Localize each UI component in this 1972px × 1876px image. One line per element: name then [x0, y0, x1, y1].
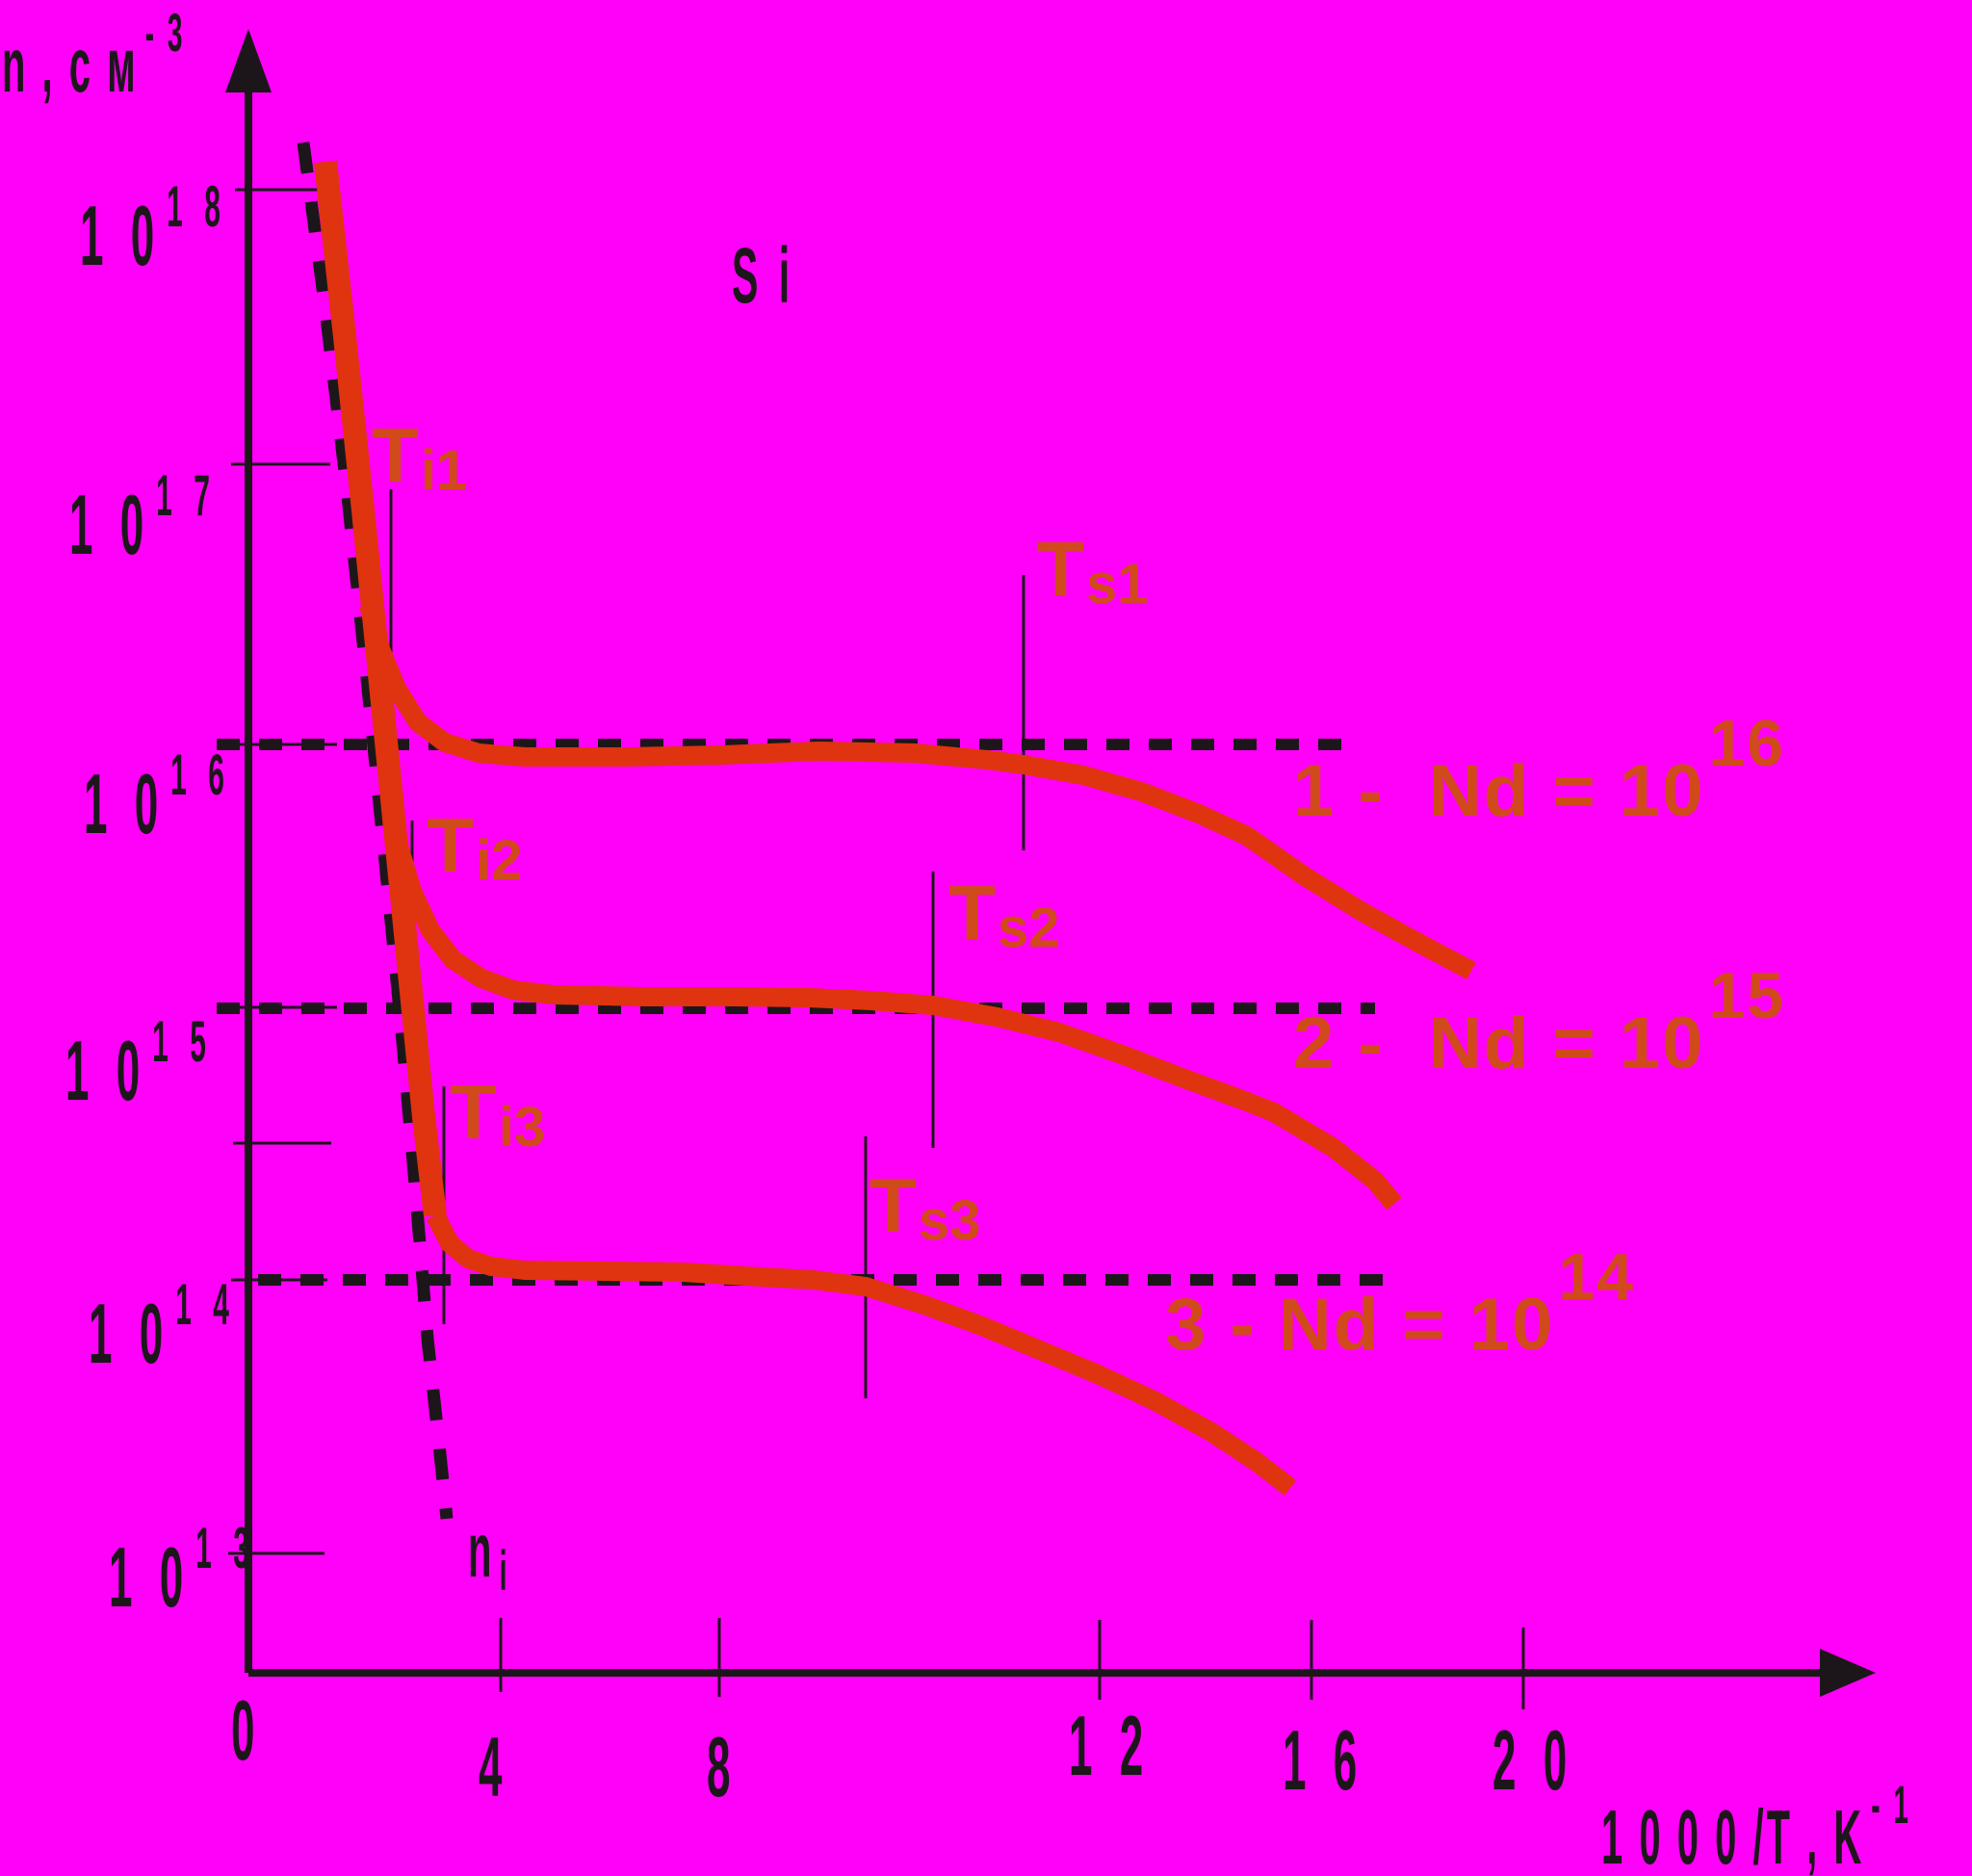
series-curve-2	[387, 837, 1402, 1211]
y-tick-exponent: 1 4	[175, 1272, 236, 1337]
x-tick-text: 2 0	[1492, 1712, 1575, 1808]
t-label-subscript: s2	[997, 897, 1060, 959]
t-label-subscript: i3	[498, 1096, 546, 1159]
t-label-main: T	[372, 412, 419, 498]
legend-text: 2 - Nd = 10	[1293, 1003, 1705, 1084]
x-axis-arrow	[1820, 1649, 1876, 1697]
x-axis-title-exponent: - 1	[1871, 1774, 1911, 1835]
x-tick-text: 8	[707, 1719, 739, 1814]
x-tick-text: 4	[479, 1719, 510, 1814]
y-tick-label-10-15: 1 01 5	[65, 1013, 213, 1113]
t-label-Ti3: Ti3	[450, 1074, 545, 1156]
y-tick-label-10-16: 1 01 6	[84, 746, 231, 847]
series-intrinsic-branch	[314, 160, 447, 1217]
ni-curve-label-main: n	[468, 1507, 492, 1593]
t-label-Ts2: Ts2	[948, 874, 1059, 956]
y-tick-mantissa: 1 0	[84, 756, 167, 851]
y-tick-label-10-17: 1 01 7	[69, 467, 217, 567]
x-tick-text: 0	[231, 1682, 263, 1778]
y-tick-exponent: 1 5	[152, 1009, 213, 1074]
y-tick-label-10-14: 1 01 4	[89, 1276, 236, 1376]
legend-exponent: 15	[1708, 959, 1786, 1032]
x-tick-label-16: 1 6	[1283, 1718, 1364, 1803]
t-label-subscript: i2	[475, 829, 523, 892]
y-tick-exponent: 1 8	[167, 174, 227, 239]
x-axis-title: 1 0 0 0 /T , K- 1	[1601, 1778, 1911, 1876]
t-label-subscript: s3	[918, 1189, 981, 1252]
y-tick-label-10-13: 1 01 3	[109, 1520, 256, 1620]
series-ni	[297, 142, 454, 1520]
x-tick-label-12: 1 2	[1069, 1704, 1151, 1788]
y-tick-label-10-18: 1 01 8	[80, 178, 227, 278]
t-label-main: T	[450, 1069, 497, 1155]
legend-label-curve-3: 3 - Nd = 1014	[1165, 1244, 1635, 1362]
x-tick-text: 1 6	[1283, 1712, 1365, 1808]
y-tick-mantissa: 1 0	[69, 477, 152, 572]
chart-title: S i	[732, 232, 795, 320]
t-label-main: T	[948, 870, 996, 955]
series-curve-3	[427, 1211, 1297, 1496]
y-tick-mantissa: 1 0	[80, 188, 163, 283]
legend-text: 1 - Nd = 10	[1293, 750, 1705, 832]
x-tick-label-8: 8	[707, 1725, 738, 1810]
legend-label-curve-1: 1 - Nd = 1016	[1293, 711, 1785, 828]
t-label-subscript: i1	[420, 439, 468, 502]
legend-label-curve-2: 2 - Nd = 1015	[1293, 963, 1785, 1081]
t-label-subscript: s1	[1085, 553, 1149, 615]
t-label-main: T	[427, 802, 474, 888]
t-label-Ts3: Ts3	[869, 1167, 980, 1249]
y-axis-title-text: n , с м	[2, 22, 139, 108]
y-tick-exponent: 1 3	[195, 1516, 256, 1580]
t-label-main: T	[1037, 526, 1084, 612]
x-tick-label-20: 2 0	[1492, 1718, 1574, 1803]
y-tick-exponent: 1 7	[156, 463, 217, 528]
legend-exponent: 16	[1708, 707, 1786, 780]
t-label-Ti2: Ti2	[427, 807, 522, 889]
y-axis-title: n , с м- 3	[2, 6, 185, 104]
t-label-Ti1: Ti1	[372, 417, 467, 499]
t-label-main: T	[869, 1162, 917, 1248]
ni-curve-label-subscript: i	[499, 1540, 507, 1602]
legend-text: 3 - Nd = 10	[1165, 1284, 1555, 1366]
x-tick-label-4: 4	[479, 1725, 509, 1810]
y-axis-arrow	[225, 29, 272, 92]
t-label-Ts1: Ts1	[1037, 531, 1148, 612]
x-axis-title-text: 1 0 0 0 /T , K	[1601, 1794, 1865, 1876]
x-tick-text: 1 2	[1069, 1698, 1152, 1793]
y-axis-title-exponent: - 3	[144, 2, 186, 63]
y-tick-mantissa: 1 0	[65, 1023, 148, 1118]
legend-exponent: 14	[1558, 1240, 1635, 1314]
x-tick-label-0: 0	[231, 1688, 262, 1773]
y-tick-mantissa: 1 0	[109, 1529, 192, 1625]
y-tick-exponent: 1 6	[170, 743, 231, 807]
y-tick-mantissa: 1 0	[89, 1286, 171, 1381]
series-curve-1	[359, 602, 1476, 979]
